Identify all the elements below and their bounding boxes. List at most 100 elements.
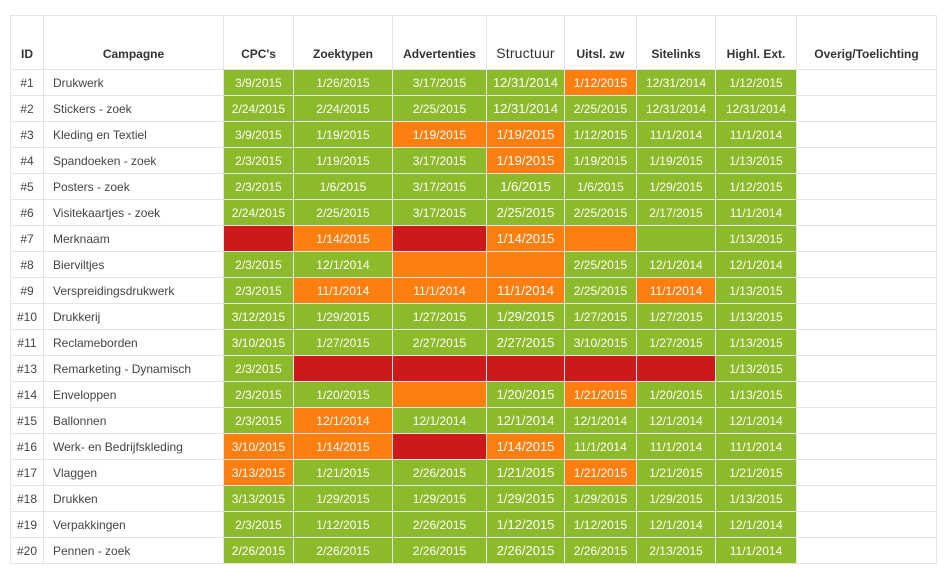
campaign-name-cell: Enveloppen xyxy=(43,381,224,408)
status-cell-overig-toelichting xyxy=(796,407,937,434)
status-cell-cpcs: 3/12/2015 xyxy=(223,303,294,330)
status-cell-advertenties: 3/17/2015 xyxy=(392,199,487,226)
status-cell-uitsl-zw: 1/29/2015 xyxy=(564,485,637,512)
status-cell-highl-ext: 11/1/2014 xyxy=(715,199,797,226)
status-cell-uitsl-zw: 2/26/2015 xyxy=(564,537,637,564)
status-cell-uitsl-zw: 2/25/2015 xyxy=(564,95,637,122)
status-cell-uitsl-zw xyxy=(564,225,637,252)
table-row: #2 Stickers - zoek 2/24/2015 2/24/2015 2/25/… xyxy=(10,95,937,122)
campaign-name-cell: Bierviltjes xyxy=(43,251,224,278)
status-cell-overig-toelichting xyxy=(796,251,937,278)
row-id-cell: #17 xyxy=(10,459,44,486)
status-cell-cpcs: 2/3/2015 xyxy=(223,355,294,382)
row-id-cell: #15 xyxy=(10,407,44,434)
status-cell-sitelinks: 12/1/2014 xyxy=(636,251,716,278)
status-cell-overig-toelichting xyxy=(796,277,937,304)
status-cell-overig-toelichting xyxy=(796,329,937,356)
status-cell-overig-toelichting xyxy=(796,147,937,174)
status-cell-highl-ext: 12/1/2014 xyxy=(715,511,797,538)
column-header-sitelinks: Sitelinks xyxy=(636,15,716,70)
status-cell-cpcs: 3/9/2015 xyxy=(223,121,294,148)
status-cell-highl-ext: 11/1/2014 xyxy=(715,121,797,148)
status-cell-sitelinks: 1/27/2015 xyxy=(636,329,716,356)
row-id-cell: #3 xyxy=(10,121,44,148)
status-cell-uitsl-zw: 1/12/2015 xyxy=(564,69,637,96)
campaign-name-cell: Werk- en Bedrijfskleding xyxy=(43,433,224,460)
campaign-name-cell: Merknaam xyxy=(43,225,224,252)
status-cell-structuur: 2/27/2015 xyxy=(486,329,565,356)
status-cell-highl-ext: 11/1/2014 xyxy=(715,433,797,460)
table-row: #7 Merknaam 1/14/2015 1/14/2015 1/13/2015 xyxy=(10,225,937,252)
status-cell-sitelinks: 12/1/2014 xyxy=(636,511,716,538)
table-row: #14 Enveloppen 2/3/2015 1/20/2015 1/20/2015 1… xyxy=(10,381,937,408)
campaign-name-cell: Remarketing - Dynamisch xyxy=(43,355,224,382)
status-cell-cpcs: 3/13/2015 xyxy=(223,485,294,512)
row-id-cell: #9 xyxy=(10,277,44,304)
status-cell-sitelinks: 2/17/2015 xyxy=(636,199,716,226)
status-cell-cpcs: 2/3/2015 xyxy=(223,277,294,304)
status-cell-zoektypen: 2/26/2015 xyxy=(293,537,393,564)
status-cell-highl-ext: 12/31/2014 xyxy=(715,95,797,122)
table-row: #5 Posters - zoek 2/3/2015 1/6/2015 3/17/201… xyxy=(10,173,937,200)
column-header-overig-toelichting: Overig/Toelichting xyxy=(796,15,937,70)
status-cell-zoektypen: 1/12/2015 xyxy=(293,511,393,538)
campaign-name-cell: Drukwerk xyxy=(43,69,224,96)
status-cell-structuur: 1/12/2015 xyxy=(486,511,565,538)
column-header-campaign: Campagne xyxy=(43,15,224,70)
status-cell-zoektypen: 11/1/2014 xyxy=(293,277,393,304)
status-cell-highl-ext: 1/13/2015 xyxy=(715,329,797,356)
status-cell-sitelinks: 2/13/2015 xyxy=(636,537,716,564)
column-header-structuur: Structuur xyxy=(486,15,565,70)
status-cell-uitsl-zw: 1/12/2015 xyxy=(564,511,637,538)
campaign-name-cell: Vlaggen xyxy=(43,459,224,486)
table-row: #19 Verpakkingen 2/3/2015 1/12/2015 2/26/201… xyxy=(10,511,937,538)
status-cell-highl-ext: 1/13/2015 xyxy=(715,355,797,382)
status-cell-cpcs: 2/3/2015 xyxy=(223,407,294,434)
status-cell-advertenties xyxy=(392,225,487,252)
status-cell-cpcs: 3/9/2015 xyxy=(223,69,294,96)
status-cell-structuur: 1/29/2015 xyxy=(486,485,565,512)
status-cell-highl-ext: 1/21/2015 xyxy=(715,459,797,486)
status-cell-zoektypen: 2/25/2015 xyxy=(293,199,393,226)
status-cell-cpcs: 3/10/2015 xyxy=(223,329,294,356)
status-cell-structuur: 1/19/2015 xyxy=(486,147,565,174)
row-id-cell: #16 xyxy=(10,433,44,460)
status-cell-zoektypen: 2/24/2015 xyxy=(293,95,393,122)
status-cell-zoektypen: 1/21/2015 xyxy=(293,459,393,486)
status-cell-advertenties: 3/17/2015 xyxy=(392,173,487,200)
status-cell-structuur: 2/26/2015 xyxy=(486,537,565,564)
table-row: #15 Ballonnen 2/3/2015 12/1/2014 12/1/2014 12… xyxy=(10,407,937,434)
row-id-cell: #5 xyxy=(10,173,44,200)
table-row: #17 Vlaggen 3/13/2015 1/21/2015 2/26/2015 1/2… xyxy=(10,459,937,486)
status-cell-sitelinks: 1/29/2015 xyxy=(636,173,716,200)
status-cell-structuur: 11/1/2014 xyxy=(486,277,565,304)
campaign-name-cell: Visitekaartjes - zoek xyxy=(43,199,224,226)
status-cell-structuur: 1/21/2015 xyxy=(486,459,565,486)
status-cell-uitsl-zw: 1/21/2015 xyxy=(564,381,637,408)
column-header-zoektypen: Zoektypen xyxy=(293,15,393,70)
status-cell-advertenties: 2/26/2015 xyxy=(392,459,487,486)
status-cell-advertenties: 2/25/2015 xyxy=(392,95,487,122)
status-cell-zoektypen: 1/29/2015 xyxy=(293,303,393,330)
status-cell-advertenties: 2/26/2015 xyxy=(392,537,487,564)
campaign-name-cell: Reclameborden xyxy=(43,329,224,356)
row-id-cell: #7 xyxy=(10,225,44,252)
status-cell-overig-toelichting xyxy=(796,69,937,96)
status-cell-structuur: 12/31/2014 xyxy=(486,95,565,122)
status-cell-structuur: 2/25/2015 xyxy=(486,199,565,226)
column-header-highl-ext: Highl. Ext. xyxy=(715,15,797,70)
status-cell-structuur: 1/14/2015 xyxy=(486,225,565,252)
status-cell-advertenties xyxy=(392,251,487,278)
status-cell-sitelinks: 1/19/2015 xyxy=(636,147,716,174)
row-id-cell: #1 xyxy=(10,69,44,96)
status-cell-overig-toelichting xyxy=(796,95,937,122)
campaign-name-cell: Pennen - zoek xyxy=(43,537,224,564)
column-header-uitsl-zw: Uitsl. zw xyxy=(564,15,637,70)
status-cell-uitsl-zw: 1/6/2015 xyxy=(564,173,637,200)
campaign-name-cell: Drukkerij xyxy=(43,303,224,330)
status-cell-advertenties: 1/19/2015 xyxy=(392,121,487,148)
status-cell-overig-toelichting xyxy=(796,459,937,486)
campaign-name-cell: Posters - zoek xyxy=(43,173,224,200)
status-cell-sitelinks xyxy=(636,225,716,252)
row-id-cell: #18 xyxy=(10,485,44,512)
